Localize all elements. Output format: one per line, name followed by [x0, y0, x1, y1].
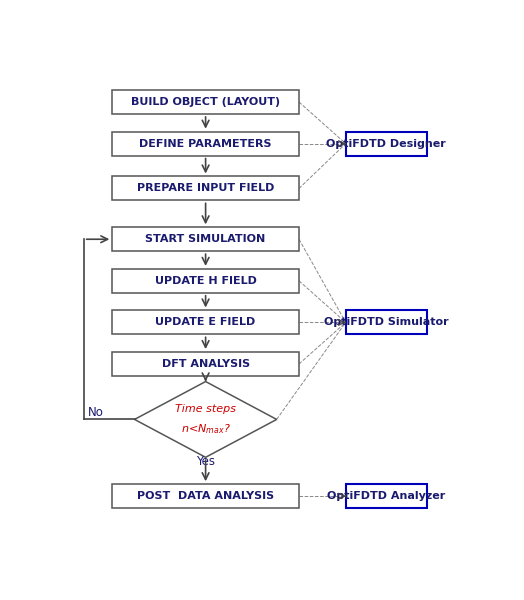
Text: START SIMULATION: START SIMULATION: [146, 234, 266, 244]
FancyBboxPatch shape: [346, 484, 427, 508]
FancyBboxPatch shape: [112, 269, 299, 293]
FancyBboxPatch shape: [112, 131, 299, 155]
Text: DFT ANALYSIS: DFT ANALYSIS: [161, 359, 249, 369]
Text: BUILD OBJECT (LAYOUT): BUILD OBJECT (LAYOUT): [131, 97, 280, 107]
Text: POST  DATA ANALYSIS: POST DATA ANALYSIS: [137, 491, 274, 501]
Text: UPDATE H FIELD: UPDATE H FIELD: [155, 276, 257, 286]
Text: No: No: [88, 406, 104, 419]
Text: OptiFDTD Designer: OptiFDTD Designer: [326, 139, 446, 149]
Text: Time steps: Time steps: [175, 404, 236, 414]
FancyBboxPatch shape: [112, 176, 299, 200]
Text: DEFINE PARAMETERS: DEFINE PARAMETERS: [139, 139, 272, 149]
Text: PREPARE INPUT FIELD: PREPARE INPUT FIELD: [137, 184, 274, 193]
FancyBboxPatch shape: [346, 131, 427, 155]
FancyBboxPatch shape: [346, 310, 427, 334]
FancyBboxPatch shape: [112, 310, 299, 334]
Text: UPDATE E FIELD: UPDATE E FIELD: [156, 317, 256, 328]
Text: n<N$_{max}$?: n<N$_{max}$?: [181, 422, 231, 436]
Text: OptiFDTD Simulator: OptiFDTD Simulator: [324, 317, 449, 328]
FancyBboxPatch shape: [112, 227, 299, 251]
Text: Yes: Yes: [196, 455, 215, 467]
Polygon shape: [135, 382, 277, 457]
FancyBboxPatch shape: [112, 352, 299, 376]
FancyBboxPatch shape: [112, 484, 299, 508]
FancyBboxPatch shape: [112, 90, 299, 114]
Text: OptiFDTD Analyzer: OptiFDTD Analyzer: [327, 491, 445, 501]
